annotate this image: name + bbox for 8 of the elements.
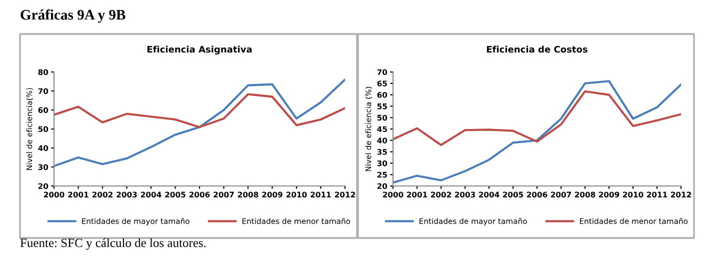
- text: Gráficas 9A y 9B: [20, 9, 126, 23]
- source-note: Fuente: SFC y cálculo de los autores.: [20, 238, 206, 250]
- line-series: [54, 78, 345, 168]
- line-series: [54, 93, 345, 128]
- chart-title: Eficiencia de Costos: [486, 46, 588, 53]
- chart-title: Eficiencia Asignativa: [147, 46, 252, 55]
- line-series: [393, 90, 681, 146]
- line-series: [393, 80, 681, 184]
